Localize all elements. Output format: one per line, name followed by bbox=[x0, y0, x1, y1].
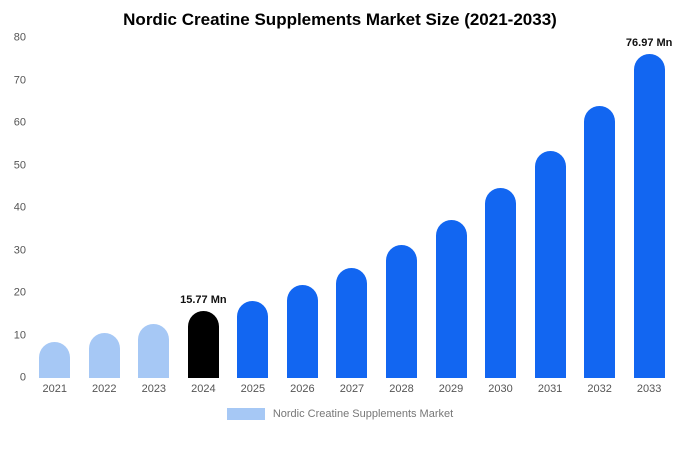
bar-column: 2026 bbox=[278, 38, 328, 400]
x-axis-label: 2025 bbox=[240, 383, 266, 395]
y-axis-tick: 50 bbox=[13, 159, 26, 171]
bar-column: 2032 bbox=[575, 38, 625, 400]
bar-stack bbox=[476, 38, 526, 378]
x-axis-label: 2030 bbox=[488, 383, 513, 395]
bar[interactable] bbox=[584, 106, 616, 378]
y-axis-tick: 40 bbox=[13, 201, 26, 214]
bar-column: 2029 bbox=[426, 38, 476, 400]
x-axis-label: 2029 bbox=[438, 383, 464, 395]
bar[interactable] bbox=[485, 188, 517, 378]
bar-stack bbox=[129, 38, 179, 378]
legend[interactable]: Nordic Creatine Supplements Market bbox=[0, 408, 680, 420]
y-axis-tick: 60 bbox=[13, 116, 26, 129]
y-axis-tick: 20 bbox=[13, 286, 26, 299]
bar[interactable] bbox=[39, 341, 71, 378]
bar-column: 15.77 Mn 2024 bbox=[179, 38, 229, 400]
bar-column: 2031 bbox=[525, 38, 575, 400]
bar-stack bbox=[525, 38, 575, 378]
bar[interactable] bbox=[435, 219, 467, 378]
bar-value-label: 76.97 Mn bbox=[625, 37, 673, 49]
bar-value-label: 15.77 Mn bbox=[180, 293, 227, 306]
y-axis-tick: 30 bbox=[13, 244, 26, 256]
bar[interactable] bbox=[187, 310, 219, 378]
bar-stack bbox=[80, 38, 130, 378]
x-axis-label: 2028 bbox=[389, 383, 414, 395]
bar-column: 2028 bbox=[377, 38, 427, 400]
bar-stack bbox=[278, 38, 328, 378]
bar-stack bbox=[327, 38, 377, 378]
bar-stack bbox=[575, 38, 625, 378]
bar-column: 2030 bbox=[476, 38, 526, 400]
bar-stack bbox=[377, 38, 427, 378]
bar-stack bbox=[426, 38, 476, 378]
legend-swatch bbox=[226, 408, 265, 420]
x-axis-label: 2024 bbox=[191, 383, 216, 395]
bar-column: 2021 bbox=[30, 38, 80, 400]
bar[interactable] bbox=[237, 300, 269, 378]
bar[interactable] bbox=[633, 54, 665, 378]
bar[interactable] bbox=[138, 324, 170, 378]
x-axis-label: 2027 bbox=[339, 383, 365, 395]
plot-area: 2021 2022 2023 15.77 Mn 2024 2025 2026 2027 2028… bbox=[30, 38, 674, 400]
bar-stack: 76.97 Mn bbox=[624, 38, 674, 378]
x-axis-label: 2026 bbox=[290, 383, 315, 395]
x-axis-label: 2023 bbox=[141, 383, 167, 395]
y-axis-tick: 10 bbox=[13, 329, 26, 341]
x-axis-label: 2021 bbox=[42, 383, 67, 395]
bar-column: 2025 bbox=[228, 38, 278, 400]
bar-stack bbox=[30, 38, 80, 378]
legend-label: Nordic Creatine Supplements Market bbox=[272, 408, 454, 420]
bar-stack: 15.77 Mn bbox=[179, 38, 229, 378]
bar[interactable] bbox=[534, 150, 566, 378]
bar-column: 2027 bbox=[327, 38, 377, 400]
plot-wrap: 0 10 20 30 40 50 60 70 80 2021 2022 2023 15.77 Mn 20… bbox=[0, 30, 680, 400]
bar[interactable] bbox=[286, 285, 318, 378]
bar[interactable] bbox=[88, 332, 120, 378]
bar-column: 76.97 Mn 2033 bbox=[624, 38, 674, 400]
y-axis-tick: 80 bbox=[13, 31, 26, 44]
x-axis-label: 2032 bbox=[587, 383, 612, 395]
x-axis-label: 2031 bbox=[537, 383, 563, 395]
x-axis-label: 2033 bbox=[636, 383, 662, 395]
bar[interactable] bbox=[385, 245, 417, 378]
x-axis-label: 2022 bbox=[92, 383, 117, 395]
bar-stack bbox=[228, 38, 278, 378]
bar-column: 2022 bbox=[80, 38, 130, 400]
chart-title: Nordic Creatine Supplements Market Size … bbox=[123, 10, 557, 29]
y-axis: 0 10 20 30 40 50 60 70 80 bbox=[6, 32, 30, 383]
y-axis-tick: 70 bbox=[13, 74, 26, 86]
bar-column: 2023 bbox=[129, 38, 179, 400]
y-axis-tick: 0 bbox=[19, 371, 26, 384]
bar[interactable] bbox=[336, 267, 368, 378]
